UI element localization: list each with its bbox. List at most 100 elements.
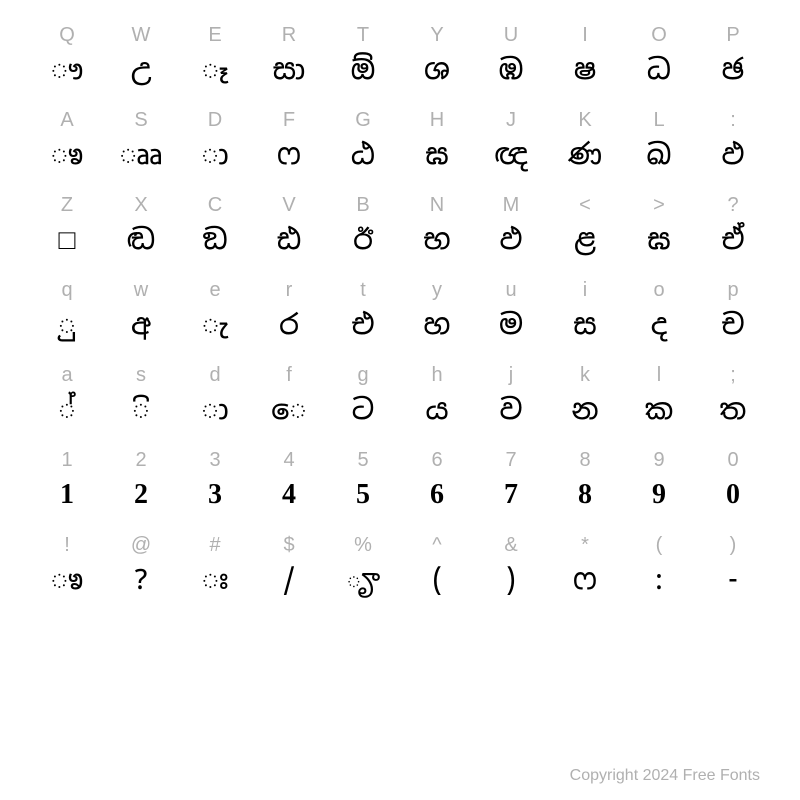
key-label: g	[357, 360, 368, 390]
key-label: M	[503, 190, 520, 220]
key-label: >	[653, 190, 665, 220]
key-label: 6	[431, 445, 442, 475]
charmap-cell: oද	[622, 275, 696, 360]
glyph: ౄ	[346, 560, 381, 600]
charmap-cell: gට	[326, 360, 400, 445]
glyph: ය	[425, 390, 448, 430]
charmap-cell: ;ත	[696, 360, 770, 445]
key-label: A	[60, 105, 73, 135]
key-label: H	[430, 105, 444, 135]
glyph: ෆ	[573, 560, 597, 600]
glyph: ඪ	[277, 220, 302, 260]
glyph: (	[432, 560, 441, 600]
glyph: සා	[273, 50, 306, 90]
key-label: 2	[135, 445, 146, 475]
key-label: 3	[209, 445, 220, 475]
glyph: 7	[504, 475, 518, 515]
charmap-cell: Mඵ	[474, 190, 548, 275]
glyph: භ	[423, 220, 450, 260]
key-label: V	[282, 190, 295, 220]
charmap-cell: 88	[548, 445, 622, 530]
charmap-cell: Wඋ	[104, 20, 178, 105]
glyph: /	[283, 560, 295, 600]
key-label: D	[208, 105, 222, 135]
charmap-cell: !ෳ	[30, 530, 104, 615]
glyph: )	[506, 560, 515, 600]
charmap-cell: Nභ	[400, 190, 474, 275]
glyph: ස	[573, 305, 596, 345]
charmap-cell: ?ඒ	[696, 190, 770, 275]
glyph: ්	[58, 390, 75, 430]
key-label: %	[354, 530, 372, 560]
charmap-cell: Iෂ	[548, 20, 622, 105]
glyph: 3	[208, 475, 222, 515]
charmap-cell: Tඕ	[326, 20, 400, 105]
key-label: L	[653, 105, 664, 135]
key-label: 4	[283, 445, 294, 475]
charmap-cell: 00	[696, 445, 770, 530]
charmap-cell: ^(	[400, 530, 474, 615]
glyph: -	[728, 560, 737, 600]
charmap-cell: yහ	[400, 275, 474, 360]
glyph: ෆ	[277, 135, 301, 175]
key-label: 5	[357, 445, 368, 475]
key-label: &	[504, 530, 517, 560]
charmap-cell: eැ	[178, 275, 252, 360]
charmap-cell: Bඊ	[326, 190, 400, 275]
charmap-cell: 55	[326, 445, 400, 530]
key-label: t	[360, 275, 366, 305]
glyph: ෂ	[574, 50, 596, 90]
key-label: ^	[432, 530, 441, 560]
charmap-cell: Rසා	[252, 20, 326, 105]
charmap-cell: Sෲ	[104, 105, 178, 190]
glyph: ශ	[424, 50, 450, 90]
charmap-cell: hය	[400, 360, 474, 445]
key-label: h	[431, 360, 442, 390]
charmap-cell: Aෳ	[30, 105, 104, 190]
key-label: U	[504, 20, 518, 50]
key-label: k	[580, 360, 590, 390]
charmap-cell: a්	[30, 360, 104, 445]
glyph: 0	[726, 475, 740, 515]
key-label: 8	[579, 445, 590, 475]
charmap-cell: Pඡ	[696, 20, 770, 105]
key-label: i	[583, 275, 587, 305]
glyph: ඛ	[647, 135, 672, 175]
charmap-cell: $/	[252, 530, 326, 615]
key-label: Y	[430, 20, 443, 50]
charmap-cell: tඑ	[326, 275, 400, 360]
key-label: $	[283, 530, 294, 560]
glyph: ඝ	[425, 135, 448, 175]
charmap-cell: Yශ	[400, 20, 474, 105]
glyph: ?	[134, 560, 147, 600]
charmap-cell: 33	[178, 445, 252, 530]
charmap-cell: @?	[104, 530, 178, 615]
key-label: W	[132, 20, 151, 50]
key-label: :	[730, 105, 736, 135]
key-label: o	[653, 275, 664, 305]
charmap-cell: fෙ	[252, 360, 326, 445]
charmap-cell: Lඛ	[622, 105, 696, 190]
charmap-cell: Eෑ	[178, 20, 252, 105]
glyph: ඵ	[500, 220, 523, 260]
key-label: T	[357, 20, 369, 50]
glyph: ර	[279, 305, 299, 345]
character-map: QෟWඋEෑRසාTඕYශUඹIෂOධPඡAෳSෲDාFෆGඨHඝJඥKණLඛ:…	[0, 0, 800, 615]
key-label: (	[656, 530, 663, 560]
charmap-cell: pච	[696, 275, 770, 360]
charmap-cell: >ඝ	[622, 190, 696, 275]
glyph: උ	[131, 50, 151, 90]
glyph: 9	[652, 475, 666, 515]
charmap-cell: Oධ	[622, 20, 696, 105]
key-label: a	[61, 360, 72, 390]
key-label: 0	[727, 445, 738, 475]
charmap-cell: 11	[30, 445, 104, 530]
key-label: j	[509, 360, 513, 390]
key-label: d	[209, 360, 220, 390]
charmap-cell: %ౄ	[326, 530, 400, 615]
charmap-cell: Jඥ	[474, 105, 548, 190]
glyph: ඡ	[722, 50, 745, 90]
glyph: ෳ	[51, 135, 84, 175]
charmap-cell: dා	[178, 360, 252, 445]
charmap-cell: 44	[252, 445, 326, 530]
